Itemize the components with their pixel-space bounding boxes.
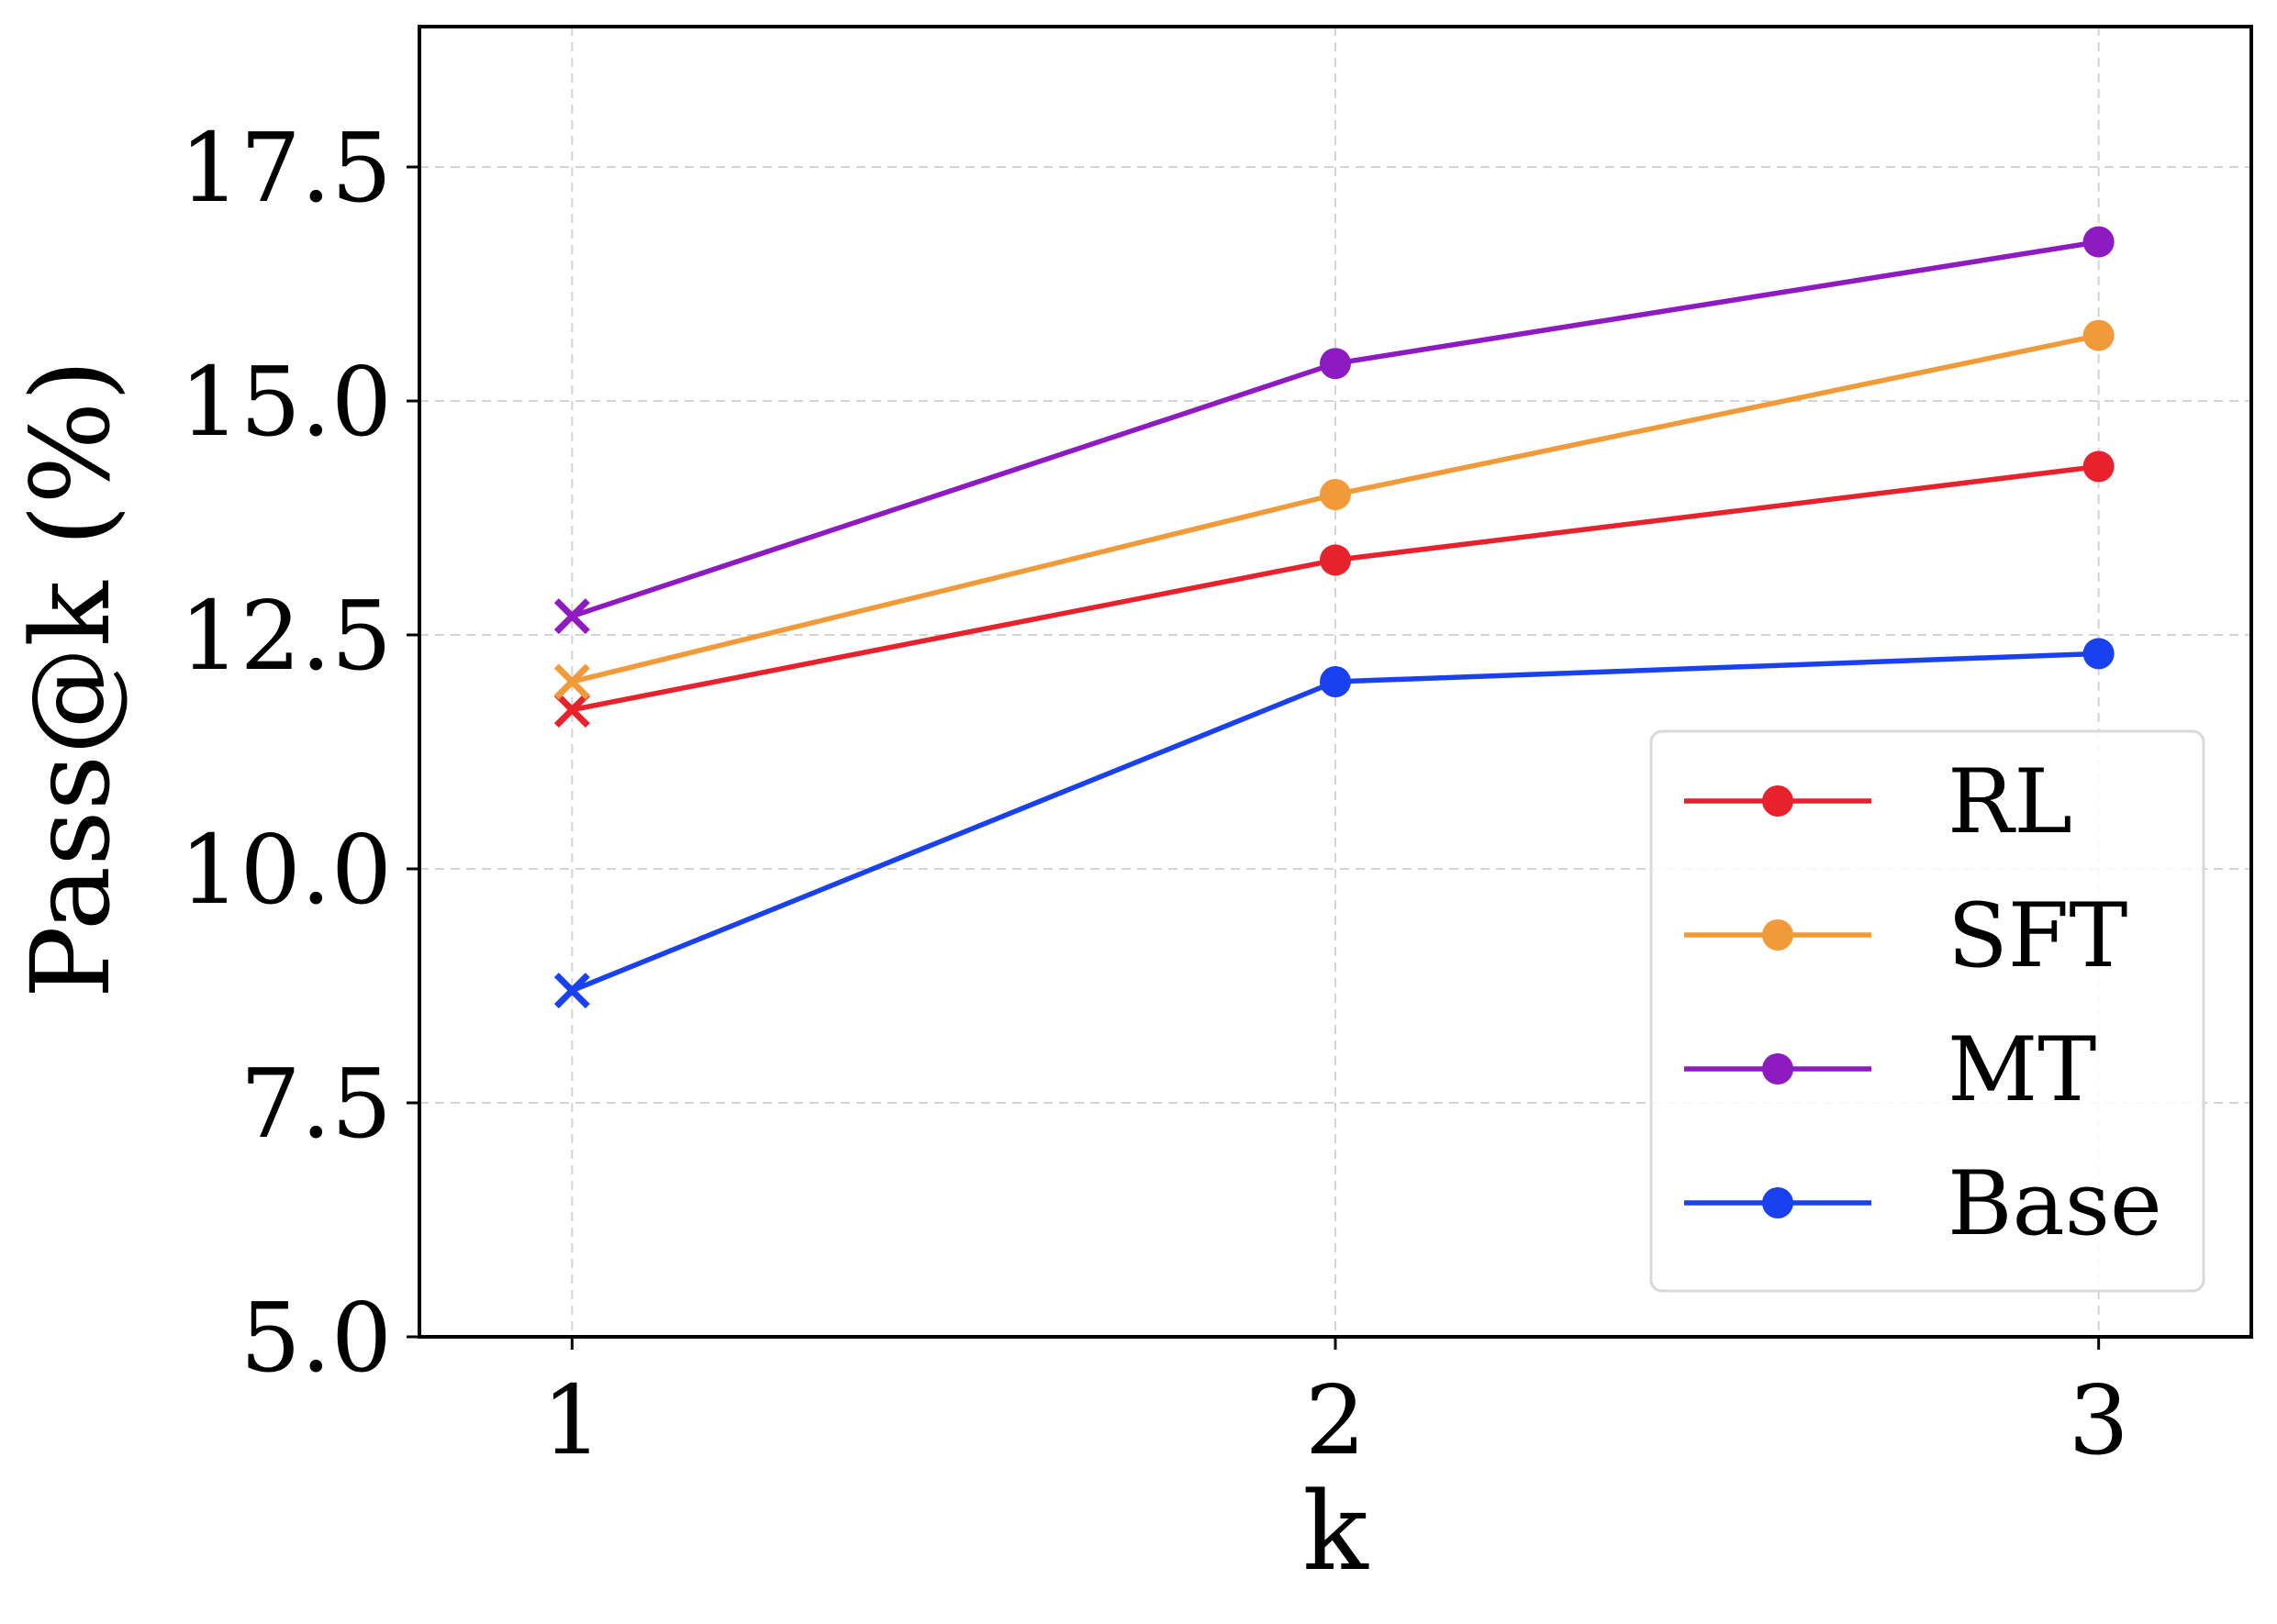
legend-marker [1762, 919, 1793, 951]
legend-label: SFT [1948, 884, 2127, 987]
series-rl [553, 450, 2115, 729]
y-tick-label: 7.5 [240, 1048, 392, 1160]
x-marker-rl [553, 692, 590, 729]
legend-item-rl: RL [1684, 751, 2072, 853]
series-mt [553, 226, 2115, 635]
point-marker-mt [1320, 348, 1351, 380]
point-marker-mt [2082, 226, 2115, 258]
y-tick-label: 10.0 [179, 814, 392, 926]
y-axis-title: Pass@k (%) [7, 360, 134, 999]
x-marker-mt [553, 598, 590, 635]
legend-item-mt: MT [1684, 1018, 2096, 1121]
legend-label: RL [1948, 751, 2072, 853]
x-axis-ticks: 1 2 3 [541, 1337, 2129, 1476]
x-axis-title: k [1302, 1468, 1369, 1595]
series-lines [553, 226, 2115, 1009]
y-axis-ticks: 5.0 7.5 10.0 12.5 15.0 17.5 [179, 112, 419, 1394]
y-tick-label: 17.5 [179, 112, 392, 224]
point-marker-rl [2082, 450, 2115, 483]
point-marker-sft [1320, 479, 1351, 510]
point-marker-rl [1320, 544, 1351, 576]
x-tick-label: 1 [541, 1364, 602, 1476]
series-sft [553, 319, 2115, 700]
legend-item-sft: SFT [1684, 884, 2127, 987]
x-marker-base [553, 973, 590, 1009]
point-marker-sft [2082, 319, 2115, 351]
legend-label: Base [1948, 1152, 2162, 1255]
legend: RL SFT MT Base [1649, 729, 2205, 1293]
y-tick-label: 12.5 [179, 580, 392, 692]
x-tick-label: 3 [2069, 1364, 2129, 1476]
legend-box [1649, 729, 2205, 1293]
legend-label: MT [1948, 1018, 2096, 1121]
x-tick-label: 2 [1305, 1364, 1366, 1476]
legend-marker [1762, 785, 1793, 817]
y-tick-label: 5.0 [240, 1282, 392, 1394]
x-marker-sft [553, 663, 590, 700]
point-marker-base [2082, 638, 2115, 670]
legend-marker [1762, 1187, 1793, 1218]
y-tick-label: 15.0 [179, 346, 392, 458]
point-marker-base [1320, 666, 1351, 697]
series-base [553, 638, 2115, 1009]
legend-marker [1762, 1053, 1793, 1085]
legend-item-base: Base [1684, 1152, 2162, 1255]
